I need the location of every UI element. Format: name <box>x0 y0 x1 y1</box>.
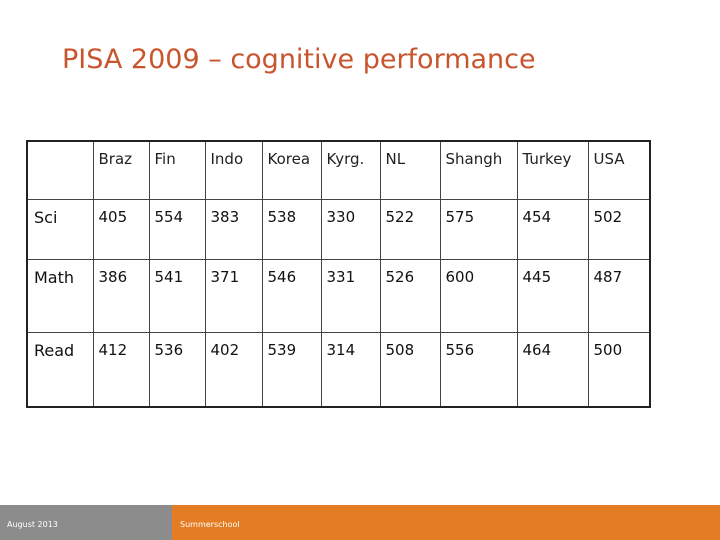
table-cell: 539 <box>261 331 322 408</box>
footer-orange-bar <box>172 505 720 540</box>
column-header: Braz <box>92 140 150 200</box>
table-cell: 522 <box>379 198 441 260</box>
column-header: Kyrg. <box>320 140 381 200</box>
table-cell: 405 <box>92 198 150 260</box>
table-cell: 464 <box>516 331 589 408</box>
table-cell: 330 <box>320 198 381 260</box>
table-cell: 538 <box>261 198 322 260</box>
table-cell: 445 <box>516 258 589 333</box>
table-header-row: Braz Fin Indo Korea Kyrg. NL Shangh Turk… <box>26 140 651 200</box>
pisa-table: Braz Fin Indo Korea Kyrg. NL Shangh Turk… <box>26 140 651 408</box>
slide-title: PISA 2009 – cognitive performance <box>62 44 536 75</box>
row-header: Read <box>26 331 94 408</box>
column-header: Korea <box>261 140 322 200</box>
table-cell: 314 <box>320 331 381 408</box>
row-header: Math <box>26 258 94 333</box>
column-header: Indo <box>204 140 263 200</box>
column-header: NL <box>379 140 441 200</box>
table-cell: 554 <box>148 198 206 260</box>
table-cell: 575 <box>439 198 518 260</box>
table-row: Read 412 536 402 539 314 508 556 464 500 <box>26 331 651 408</box>
row-header: Sci <box>26 198 94 260</box>
table-cell: 487 <box>587 258 651 333</box>
table-cell: 556 <box>439 331 518 408</box>
table-row: Sci 405 554 383 538 330 522 575 454 502 <box>26 198 651 260</box>
column-header: Turkey <box>516 140 589 200</box>
column-header: USA <box>587 140 651 200</box>
table-cell: 402 <box>204 331 263 408</box>
table-cell: 600 <box>439 258 518 333</box>
column-header: Shangh <box>439 140 518 200</box>
table-row: Math 386 541 371 546 331 526 600 445 487 <box>26 258 651 333</box>
table-cell: 536 <box>148 331 206 408</box>
footer-grey-bar <box>0 505 172 540</box>
footer-date: August 2013 <box>7 520 58 529</box>
footer-event-name: Summerschool <box>180 520 240 529</box>
table-cell: 526 <box>379 258 441 333</box>
table-cell: 502 <box>587 198 651 260</box>
table-cell: 331 <box>320 258 381 333</box>
table-cell: 500 <box>587 331 651 408</box>
table-cell: 454 <box>516 198 589 260</box>
table-cell: 412 <box>92 331 150 408</box>
table-cell: 386 <box>92 258 150 333</box>
table-cell: 541 <box>148 258 206 333</box>
table-cell: 546 <box>261 258 322 333</box>
table-cell: 508 <box>379 331 441 408</box>
table-cell: 383 <box>204 198 263 260</box>
column-header: Fin <box>148 140 206 200</box>
table-cell: 371 <box>204 258 263 333</box>
corner-cell <box>26 140 94 200</box>
